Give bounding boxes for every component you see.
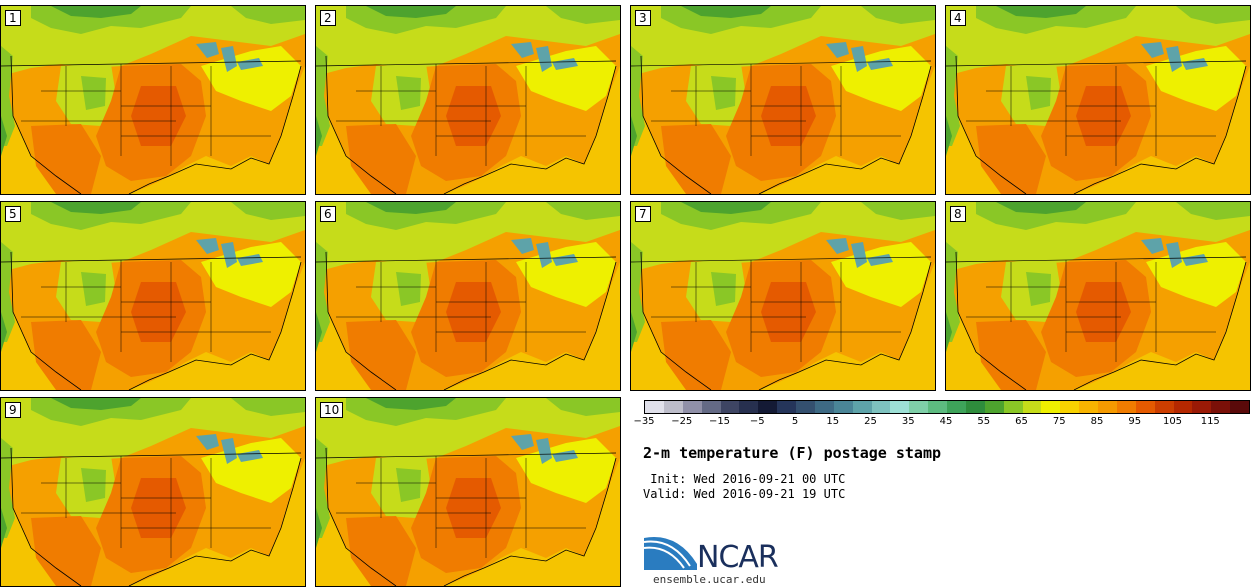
temperature-map bbox=[316, 202, 620, 390]
colorbar-swatch bbox=[682, 401, 702, 413]
colorbar-swatch bbox=[739, 401, 759, 413]
member-label: 3 bbox=[635, 10, 651, 26]
colorbar-swatch bbox=[1116, 401, 1136, 413]
map-panel[interactable]: 8 bbox=[945, 201, 1251, 391]
temperature-map bbox=[946, 202, 1250, 390]
member-label: 5 bbox=[5, 206, 21, 222]
colorbar-swatch bbox=[814, 401, 834, 413]
map-panel[interactable]: 5 bbox=[0, 201, 306, 391]
colorbar-swatch bbox=[720, 401, 740, 413]
colorbar-swatch bbox=[1022, 401, 1042, 413]
init-time: Init: Wed 2016-09-21 00 UTC bbox=[643, 472, 846, 486]
temperature-map bbox=[946, 6, 1250, 194]
colorbar-tick-label: 95 bbox=[1128, 416, 1142, 427]
colorbar-tick-label: 45 bbox=[939, 416, 953, 427]
member-label: 6 bbox=[320, 206, 336, 222]
colorbar-ticks: −35 −25 −15 −5 5 15 25 35 45 55 65 75 85 95 105 115 bbox=[633, 416, 1248, 430]
site-url[interactable]: ensemble.ucar.edu bbox=[653, 573, 766, 586]
colorbar-swatch bbox=[947, 401, 966, 413]
colorbar-swatch bbox=[777, 401, 796, 413]
colorbar-tick-label: 15 bbox=[826, 416, 840, 427]
valid-time: Valid: Wed 2016-09-21 19 UTC bbox=[643, 487, 846, 501]
colorbar-tick-label: −25 bbox=[671, 416, 693, 427]
ncar-logo-text: NCAR bbox=[697, 540, 779, 575]
page-title: 2-m temperature (F) postage stamp bbox=[643, 444, 942, 462]
colorbar-tick-label: 75 bbox=[1052, 416, 1066, 427]
colorbar-tick-label: 5 bbox=[791, 416, 799, 427]
colorbar-tick-label: −5 bbox=[749, 416, 765, 427]
colorbar-swatch bbox=[1173, 401, 1193, 413]
colorbar-swatch bbox=[965, 401, 985, 413]
colorbar-swatch bbox=[890, 401, 910, 413]
temperature-map bbox=[631, 202, 935, 390]
ncar-logo-icon bbox=[643, 537, 697, 570]
colorbar-swatch bbox=[701, 401, 721, 413]
colorbar-swatch bbox=[1230, 401, 1249, 413]
member-label: 2 bbox=[320, 10, 336, 26]
member-label: 4 bbox=[950, 10, 966, 26]
temperature-map bbox=[1, 202, 305, 390]
colorbar-tick-label: 105 bbox=[1162, 416, 1183, 427]
colorbar-swatch bbox=[1154, 401, 1174, 413]
colorbar-swatch bbox=[852, 401, 872, 413]
temperature-map bbox=[1, 398, 305, 586]
colorbar-swatch bbox=[1079, 401, 1098, 413]
colorbar-tick-label: 35 bbox=[901, 416, 915, 427]
temperature-map bbox=[316, 398, 620, 586]
map-panel[interactable]: 6 bbox=[315, 201, 621, 391]
colorbar-tick-label: 55 bbox=[977, 416, 991, 427]
map-panel[interactable]: 10 bbox=[315, 397, 621, 587]
colorbar-tick-label: 25 bbox=[864, 416, 877, 427]
member-label: 9 bbox=[5, 402, 21, 418]
colorbar-swatch bbox=[1192, 401, 1212, 413]
colorbar-swatch bbox=[833, 401, 853, 413]
colorbar-swatch bbox=[1211, 401, 1231, 413]
temperature-map bbox=[316, 6, 620, 194]
colorbar-swatch bbox=[645, 401, 664, 413]
colorbar-tick-label: 85 bbox=[1090, 416, 1104, 427]
colorbar-swatch bbox=[909, 401, 929, 413]
colorbar-swatch bbox=[1135, 401, 1155, 413]
member-label: 8 bbox=[950, 206, 966, 222]
colorbar-swatch bbox=[758, 401, 778, 413]
colorbar-swatch bbox=[928, 401, 947, 413]
colorbar-swatch bbox=[984, 401, 1004, 413]
colorbar-tick-label: −15 bbox=[708, 416, 731, 427]
colorbar-tick-label: 65 bbox=[1015, 416, 1028, 427]
colorbar-swatch bbox=[663, 401, 683, 413]
map-panel[interactable]: 7 bbox=[630, 201, 936, 391]
colorbar-tick-label: 115 bbox=[1200, 416, 1220, 427]
temperature-map bbox=[1, 6, 305, 194]
colorbar-swatch bbox=[1060, 401, 1080, 413]
map-panel[interactable]: 2 bbox=[315, 5, 621, 195]
map-panel[interactable]: 3 bbox=[630, 5, 936, 195]
member-label: 7 bbox=[635, 206, 651, 222]
map-panel[interactable]: 9 bbox=[0, 397, 306, 587]
colorbar-swatch bbox=[796, 401, 815, 413]
colorbar-tick-label: −35 bbox=[633, 416, 655, 427]
colorbar-swatch bbox=[1003, 401, 1023, 413]
colorbar-swatch bbox=[1041, 401, 1061, 413]
colorbar-swatch bbox=[1098, 401, 1117, 413]
map-panel[interactable]: 1 bbox=[0, 5, 306, 195]
member-label: 10 bbox=[320, 402, 344, 418]
colorbar-swatch bbox=[871, 401, 891, 413]
member-label: 1 bbox=[5, 10, 21, 26]
temperature-map bbox=[631, 6, 935, 194]
colorbar bbox=[644, 400, 1250, 414]
map-panel[interactable]: 4 bbox=[945, 5, 1251, 195]
